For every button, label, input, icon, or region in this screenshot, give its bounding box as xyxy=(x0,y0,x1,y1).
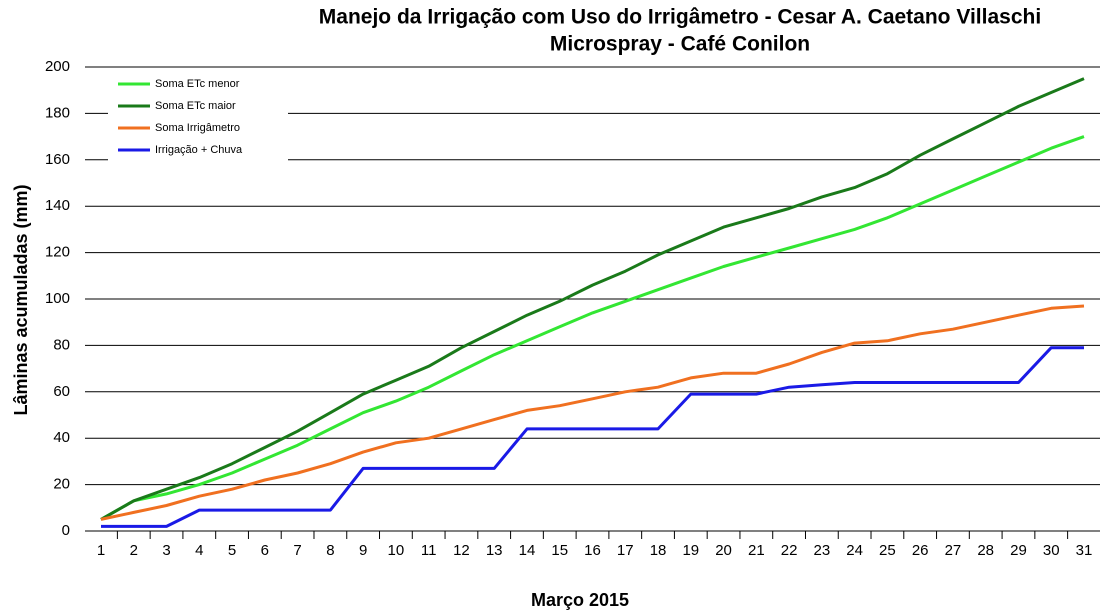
x-tick-label: 24 xyxy=(846,542,863,559)
series-line xyxy=(100,135,1085,521)
y-tick-label: 100 xyxy=(45,290,70,307)
y-tick-label: 40 xyxy=(53,429,70,446)
y-tick-label: 140 xyxy=(45,197,70,214)
y-tick-label: 160 xyxy=(45,151,70,168)
y-tick-label: 20 xyxy=(53,476,70,493)
x-tick-label: 11 xyxy=(421,542,437,559)
x-tick-label: 19 xyxy=(682,542,699,559)
y-tick-label: 0 xyxy=(62,522,70,539)
x-tick-label: 9 xyxy=(359,542,367,559)
x-tick-label: 30 xyxy=(1043,542,1060,559)
series-line xyxy=(100,77,1085,521)
x-tick-label: 12 xyxy=(453,542,470,559)
x-tick-label: 25 xyxy=(879,542,896,559)
x-axis-label: Março 2015 xyxy=(531,590,629,610)
x-tick-label: 7 xyxy=(293,542,301,559)
x-tick-label: 10 xyxy=(388,542,405,559)
y-axis-label: Lâminas acumuladas (mm) xyxy=(11,184,31,415)
y-tick-label: 80 xyxy=(53,336,70,353)
x-tick-label: 1 xyxy=(97,542,105,559)
x-tick-label: 16 xyxy=(584,542,601,559)
x-tick-label: 22 xyxy=(781,542,798,559)
x-tick-label: 2 xyxy=(130,542,138,559)
chart-subtitle: Microspray - Café Conilon xyxy=(550,33,810,56)
x-tick-label: 27 xyxy=(945,542,962,559)
legend-box xyxy=(108,72,288,162)
legend-label: Soma ETc maior xyxy=(155,100,236,112)
x-tick-label: 23 xyxy=(814,542,831,559)
x-tick-label: 28 xyxy=(977,542,994,559)
x-tick-label: 6 xyxy=(261,542,269,559)
x-tick-label: 13 xyxy=(486,542,503,559)
x-tick-label: 29 xyxy=(1010,542,1027,559)
chart-title: Manejo da Irrigação com Uso do Irrigâmet… xyxy=(319,6,1041,29)
legend-label: Soma Irrigâmetro xyxy=(155,122,240,134)
x-tick-label: 26 xyxy=(912,542,929,559)
x-tick-label: 17 xyxy=(617,542,634,559)
legend-label: Irrigação + Chuva xyxy=(155,144,243,156)
x-tick-label: 8 xyxy=(326,542,334,559)
x-tick-label: 21 xyxy=(748,542,765,559)
x-tick-label: 15 xyxy=(551,542,568,559)
y-tick-label: 200 xyxy=(45,58,70,75)
series-line xyxy=(100,304,1085,521)
y-tick-label: 120 xyxy=(45,244,70,261)
x-tick-label: 3 xyxy=(162,542,170,559)
y-tick-label: 60 xyxy=(53,383,70,400)
x-tick-label: 31 xyxy=(1076,542,1093,559)
series-line xyxy=(101,346,1084,528)
x-tick-label: 4 xyxy=(195,542,203,559)
x-tick-label: 20 xyxy=(715,542,732,559)
x-tick-label: 14 xyxy=(519,542,536,559)
x-tick-label: 18 xyxy=(650,542,667,559)
x-tick-label: 5 xyxy=(228,542,236,559)
legend-label: Soma ETc menor xyxy=(155,78,240,90)
y-tick-label: 180 xyxy=(45,104,70,121)
